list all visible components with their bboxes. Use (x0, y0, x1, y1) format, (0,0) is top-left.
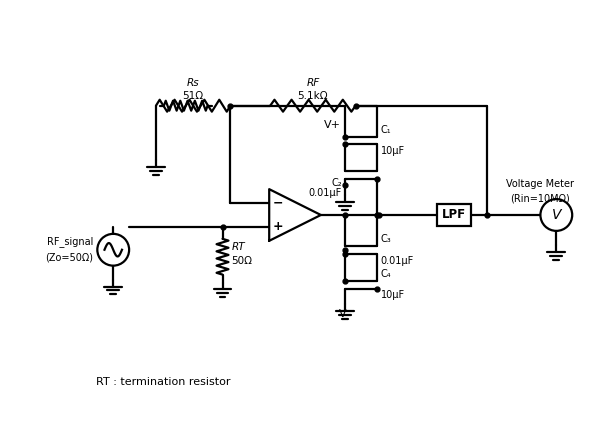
Text: +: + (273, 220, 283, 233)
Bar (437, 204, 471, 226)
Text: V-: V- (339, 309, 350, 319)
Text: RF: RF (306, 78, 320, 88)
Text: 5.1kΩ: 5.1kΩ (298, 91, 328, 101)
Text: 51Ω: 51Ω (182, 91, 204, 101)
Text: RT: RT (232, 242, 245, 252)
Text: C₂: C₂ (331, 178, 342, 188)
Text: (Rin=10MΩ): (Rin=10MΩ) (511, 193, 570, 203)
Text: 0.01μF: 0.01μF (380, 256, 414, 266)
Text: RF_signal: RF_signal (47, 236, 94, 247)
Text: 50Ω: 50Ω (232, 256, 253, 266)
Text: V: V (551, 208, 561, 222)
Text: LPF: LPF (442, 209, 466, 221)
Text: 10μF: 10μF (380, 290, 404, 300)
Text: −: − (273, 197, 283, 210)
Text: C₁: C₁ (380, 125, 391, 135)
Text: C₃: C₃ (380, 234, 391, 244)
Text: V+: V+ (324, 119, 341, 130)
Text: Voltage Meter: Voltage Meter (506, 179, 574, 189)
Text: Rs: Rs (187, 78, 200, 88)
Text: RT : termination resistor: RT : termination resistor (97, 377, 231, 387)
Text: 0.01μF: 0.01μF (308, 188, 342, 198)
Text: C₄: C₄ (380, 269, 391, 278)
Text: (Zo=50Ω): (Zo=50Ω) (46, 253, 94, 263)
Text: 10μF: 10μF (380, 147, 404, 156)
